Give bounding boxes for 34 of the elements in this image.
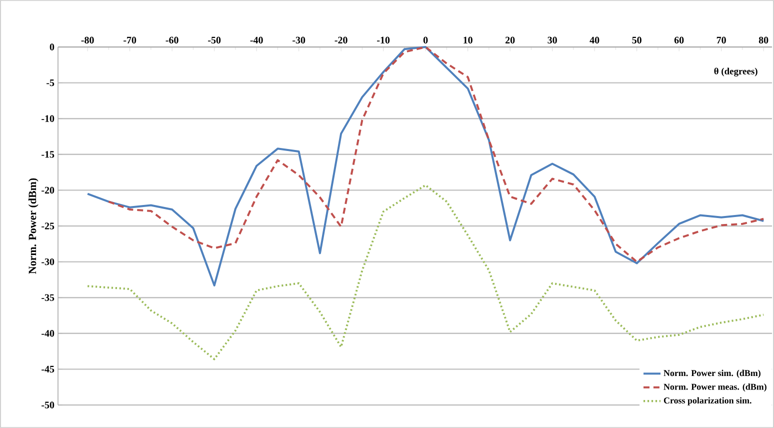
y-tick-label: -25 bbox=[42, 222, 54, 230]
x-tick-label: -50 bbox=[208, 36, 221, 44]
legend-label: Norm. Power meas. (dBm) bbox=[664, 384, 766, 392]
x-tick-label: -20 bbox=[334, 36, 348, 44]
x-tick-label: 70 bbox=[716, 36, 726, 44]
legend-label: Cross polarization sim. bbox=[664, 397, 752, 406]
y-tick-label: -10 bbox=[42, 115, 54, 122]
y-tick-label: -50 bbox=[42, 402, 54, 408]
x-tick-label: 0 bbox=[423, 36, 428, 44]
x-tick-label: 30 bbox=[548, 36, 557, 44]
x-tick-label: 10 bbox=[464, 36, 472, 44]
x-tick-label: 50 bbox=[632, 36, 642, 44]
x-tick-label: -70 bbox=[124, 36, 136, 44]
x-tick-label: 60 bbox=[674, 36, 684, 44]
y-tick-label: 0 bbox=[50, 44, 54, 50]
x-tick-label: -80 bbox=[81, 36, 94, 44]
line-series bbox=[86, 184, 765, 360]
x-tick-label: -60 bbox=[166, 36, 178, 44]
y-tick-label: -35 bbox=[42, 294, 54, 301]
y-tick-label: -15 bbox=[42, 151, 54, 158]
legend-label: Norm. Power sim. (dBm) bbox=[664, 370, 760, 378]
y-tick-label: -20 bbox=[42, 186, 54, 194]
y-tick-label: -45 bbox=[42, 366, 54, 373]
x-tick-label: -10 bbox=[377, 36, 390, 44]
y-tick-label: -30 bbox=[42, 258, 54, 266]
y-tick-label: -40 bbox=[42, 330, 54, 337]
y-tick-label: -5 bbox=[46, 79, 54, 86]
x-tick-label: 20 bbox=[506, 36, 515, 44]
y-axis-title: Norm. Power (dBm) bbox=[28, 178, 38, 274]
x-tick-label: -40 bbox=[250, 36, 263, 44]
x-tick-label: -30 bbox=[292, 36, 306, 44]
x-tick-label: 40 bbox=[590, 36, 600, 44]
x-axis-title: θ (degrees) bbox=[714, 68, 758, 76]
x-tick-label: 80 bbox=[758, 36, 768, 44]
